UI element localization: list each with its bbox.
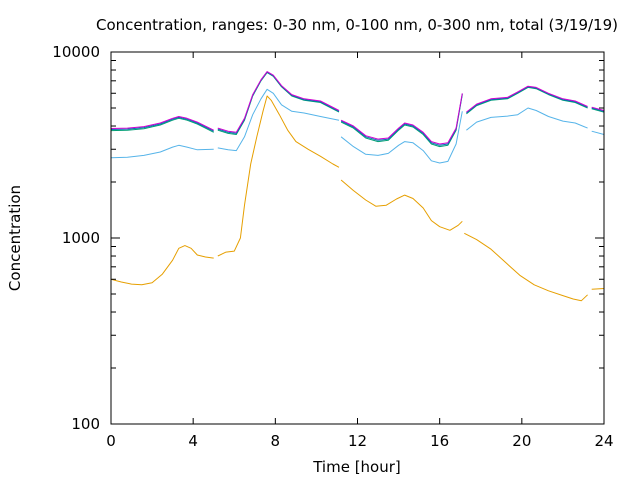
series-4-segment-3 bbox=[466, 85, 588, 113]
y-axis-label: Concentration bbox=[6, 185, 24, 291]
x-tick-label-0: 0 bbox=[106, 432, 116, 450]
x-tick-label-2: 8 bbox=[271, 432, 281, 450]
series-1-segment-1 bbox=[217, 88, 340, 152]
series-3-segment-0 bbox=[110, 116, 214, 132]
series-0-segment-4 bbox=[591, 288, 605, 290]
chart-title: Concentration, ranges: 0-30 nm, 0-100 nm… bbox=[96, 16, 618, 34]
series-1-segment-4 bbox=[591, 130, 605, 135]
y-axis-label-group: Concentration bbox=[6, 185, 24, 291]
series-0-segment-1 bbox=[217, 95, 340, 257]
axes-layer: 0 4 8 12 16 20 24 100 1000 10000 bbox=[52, 43, 613, 450]
series-2-segment-2 bbox=[340, 94, 463, 148]
y-tick-label-2: 10000 bbox=[52, 43, 100, 61]
series-4 bbox=[110, 71, 605, 145]
series-2-segment-3 bbox=[466, 86, 588, 115]
series-0 bbox=[110, 95, 605, 302]
series-1 bbox=[110, 88, 605, 164]
x-tick-label-6: 24 bbox=[594, 432, 613, 450]
y-tick-label-1: 1000 bbox=[62, 229, 100, 247]
x-tick-label-3: 12 bbox=[348, 432, 367, 450]
series-4-segment-4 bbox=[591, 106, 605, 111]
series-3-segment-2 bbox=[340, 93, 463, 146]
plot-frame bbox=[110, 51, 605, 425]
x-axis-label: Time [hour] bbox=[312, 458, 401, 476]
series-2 bbox=[110, 72, 605, 148]
series-1-segment-0 bbox=[110, 144, 214, 159]
series-0-segment-3 bbox=[464, 232, 588, 302]
series-3-segment-4 bbox=[591, 107, 605, 112]
series-1-segment-3 bbox=[466, 107, 588, 131]
series-3-segment-3 bbox=[466, 86, 588, 114]
series-4-segment-1 bbox=[217, 71, 340, 133]
series-4-segment-2 bbox=[340, 93, 463, 145]
series-1-segment-2 bbox=[340, 111, 463, 164]
series-4-segment-0 bbox=[110, 116, 214, 131]
series-layer bbox=[110, 71, 605, 302]
x-tick-label-4: 16 bbox=[430, 432, 449, 450]
series-2-segment-0 bbox=[110, 117, 214, 133]
series-0-segment-2 bbox=[340, 179, 463, 231]
x-tick-label-1: 4 bbox=[188, 432, 198, 450]
y-tick-label-0: 100 bbox=[71, 415, 100, 433]
series-2-segment-4 bbox=[591, 108, 605, 113]
series-0-segment-0 bbox=[110, 245, 214, 286]
x-tick-label-5: 20 bbox=[512, 432, 531, 450]
